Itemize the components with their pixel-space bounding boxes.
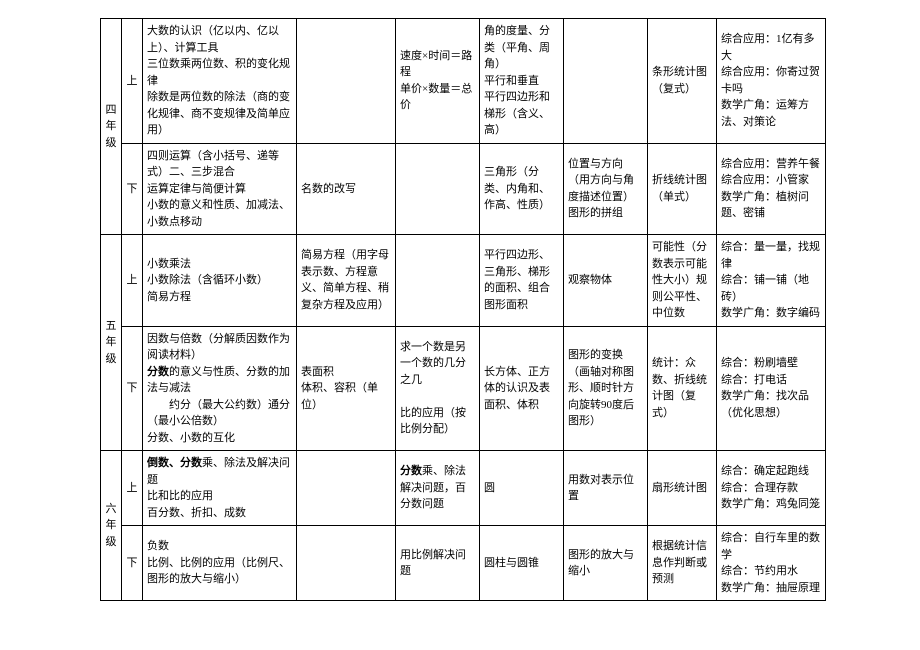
term-label: 上	[122, 235, 143, 327]
table-row: 六年级上倒数、分数乘、除法及解决问题比和比的应用百分数、折扣、成数分数乘、除法解…	[101, 451, 826, 526]
term-label: 下	[122, 526, 143, 601]
table-row: 下四则运算（含小括号、递等式）二、三步混合运算定律与简便计算小数的意义和性质、加…	[101, 143, 826, 235]
table-row: 五年级上小数乘法小数除法（含循环小数）简易方程简易方程（用字母表示数、方程意义、…	[101, 235, 826, 327]
table-row: 下负数比例、比例的应用（比例尺、图形的放大与缩小）用比例解决问题圆柱与圆锥图形的…	[101, 526, 826, 601]
grade-label: 六年级	[101, 451, 122, 601]
term-label: 下	[122, 143, 143, 235]
term-label: 下	[122, 326, 143, 451]
term-label: 上	[122, 19, 143, 144]
table-row: 下因数与倍数（分解质因数作为阅读材料）分数的意义与性质、分数的加法与减法 约分（…	[101, 326, 826, 451]
grade-label: 四年级	[101, 19, 122, 235]
curriculum-table: 四年级上大数的认识（亿以内、亿以上）、计算工具三位数乘两位数、积的变化规律除数是…	[100, 18, 826, 601]
table-row: 四年级上大数的认识（亿以内、亿以上）、计算工具三位数乘两位数、积的变化规律除数是…	[101, 19, 826, 144]
grade-label: 五年级	[101, 235, 122, 451]
term-label: 上	[122, 451, 143, 526]
